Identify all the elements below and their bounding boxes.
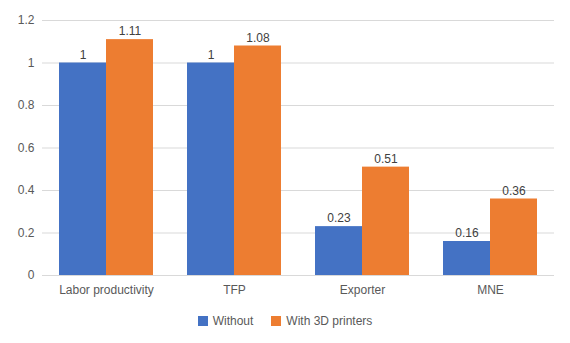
svg-text:MNE: MNE	[477, 283, 504, 297]
svg-text:0.51: 0.51	[374, 152, 398, 166]
svg-text:0: 0	[28, 268, 35, 282]
svg-text:0.36: 0.36	[502, 184, 526, 198]
svg-text:1: 1	[208, 48, 215, 62]
svg-text:0.23: 0.23	[327, 211, 351, 225]
svg-text:1.11: 1.11	[119, 24, 142, 38]
svg-text:Labor productivity: Labor productivity	[59, 283, 154, 297]
svg-text:1: 1	[80, 48, 87, 62]
html-text:Without: Without	[212, 314, 254, 328]
svg-text:Exporter: Exporter	[340, 283, 385, 297]
svg-text:0.16: 0.16	[455, 226, 479, 240]
svg-text:1.08: 1.08	[246, 31, 270, 45]
html-text:With 3D printers: With 3D printers	[286, 314, 373, 328]
svg-text:TFP: TFP	[223, 283, 246, 297]
svg-text:0.6: 0.6	[18, 141, 35, 155]
svg-text:0.4: 0.4	[18, 183, 35, 197]
svg-text:1.2: 1.2	[18, 13, 35, 27]
svg-text:1: 1	[28, 56, 35, 70]
svg-text:0.8: 0.8	[18, 98, 35, 112]
svg-text:0.2: 0.2	[18, 226, 35, 240]
